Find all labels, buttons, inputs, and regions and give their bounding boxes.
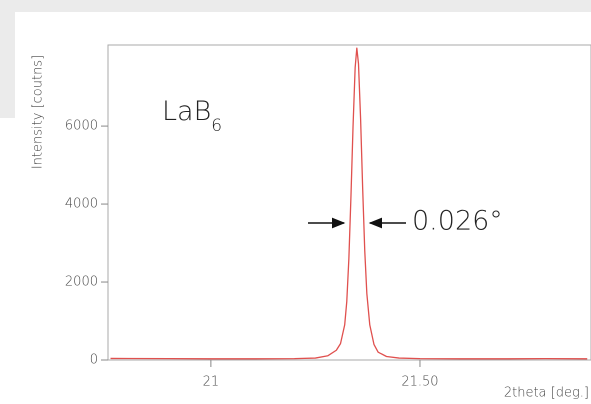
top-strip bbox=[0, 0, 591, 12]
data-line bbox=[110, 47, 588, 360]
formula-base: LaB bbox=[162, 96, 211, 127]
y-axis-label: Intensity [coutns] bbox=[31, 55, 46, 169]
side-strip bbox=[0, 0, 15, 118]
x-tick-label: 21.50 bbox=[401, 375, 438, 390]
y-tick-label: 4000 bbox=[65, 197, 98, 212]
x-tick-label: 21 bbox=[203, 375, 220, 390]
x-axis-label: 2theta [deg.] bbox=[504, 386, 589, 401]
formula-subscript: 6 bbox=[211, 116, 222, 136]
plot-frame bbox=[107, 44, 591, 361]
y-tick-label: 6000 bbox=[65, 119, 98, 134]
width-annotation: 0.026° bbox=[412, 206, 503, 237]
y-tick-label: 2000 bbox=[65, 275, 98, 290]
formula: LaB6 bbox=[162, 96, 222, 137]
y-tick-label: 0 bbox=[90, 353, 98, 368]
